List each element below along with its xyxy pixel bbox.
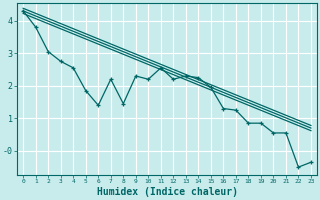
X-axis label: Humidex (Indice chaleur): Humidex (Indice chaleur) bbox=[97, 187, 237, 197]
